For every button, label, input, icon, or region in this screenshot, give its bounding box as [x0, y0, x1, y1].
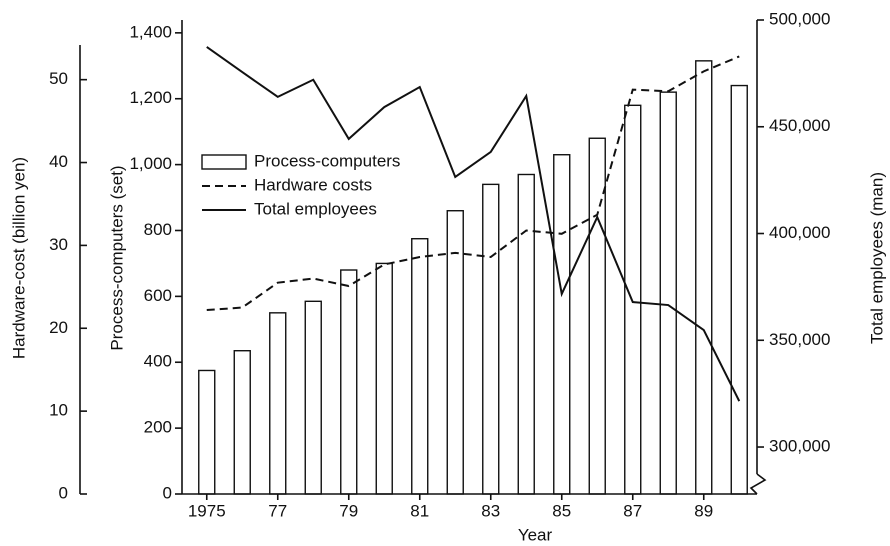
bar — [553, 154, 571, 495]
line — [206, 55, 740, 312]
bar — [730, 84, 748, 495]
legend-label: Hardware costs — [254, 175, 372, 194]
y-tick-label: 200 — [144, 418, 172, 437]
x-tick-label: 87 — [623, 501, 642, 520]
y3-tick-label: 20 — [49, 318, 68, 337]
y2-tick-label: 450,000 — [769, 116, 830, 135]
x-tick-label: 85 — [552, 501, 571, 520]
x-tick-label: 1975 — [188, 501, 226, 520]
y-tick-label: 600 — [144, 286, 172, 305]
y-axis-label: Process-computers (set) — [107, 165, 126, 350]
x-tick-label: 83 — [481, 501, 500, 520]
y2-tick-label: 350,000 — [769, 330, 830, 349]
y-tick-label: 1,000 — [129, 154, 172, 173]
y2-tick-label: 500,000 — [769, 9, 830, 28]
bar — [695, 60, 713, 495]
y3-tick-label: 50 — [49, 69, 68, 88]
y3-tick-label: 40 — [49, 152, 68, 171]
bar — [411, 238, 429, 495]
y-tick-label: 800 — [144, 220, 172, 239]
y3-tick-label: 30 — [49, 235, 68, 254]
y2-tick-label: 300,000 — [769, 437, 830, 456]
legend-swatch — [201, 154, 247, 170]
bar — [517, 173, 535, 495]
y-tick-label: 1,400 — [129, 22, 172, 41]
bar — [269, 312, 287, 495]
bar — [304, 300, 322, 495]
legend-label: Total employees — [254, 199, 377, 218]
x-tick-label: 79 — [339, 501, 358, 520]
x-axis-label: Year — [518, 525, 553, 544]
x-tick-label: 81 — [410, 501, 429, 520]
line — [206, 46, 741, 402]
legend-label: Process-computers — [254, 151, 400, 170]
y3-tick-label: 10 — [49, 401, 68, 420]
y-tick-label: 400 — [144, 352, 172, 371]
bar — [233, 350, 251, 495]
bar — [198, 369, 216, 495]
x-tick-label: 89 — [694, 501, 713, 520]
y3-axis-label: Hardware-cost (billion yen) — [9, 157, 28, 359]
bar — [340, 269, 358, 495]
bar — [375, 262, 393, 495]
bar — [482, 183, 500, 495]
x-tick-label: 77 — [268, 501, 287, 520]
bar — [659, 91, 677, 495]
y2-tick-label: 400,000 — [769, 223, 830, 242]
y2-axis-label: Total employees (man) — [867, 172, 886, 344]
y-tick-label: 0 — [163, 483, 172, 502]
y-tick-label: 1,200 — [129, 88, 172, 107]
axis-break — [749, 473, 767, 495]
y3-tick-label: 0 — [59, 483, 68, 502]
